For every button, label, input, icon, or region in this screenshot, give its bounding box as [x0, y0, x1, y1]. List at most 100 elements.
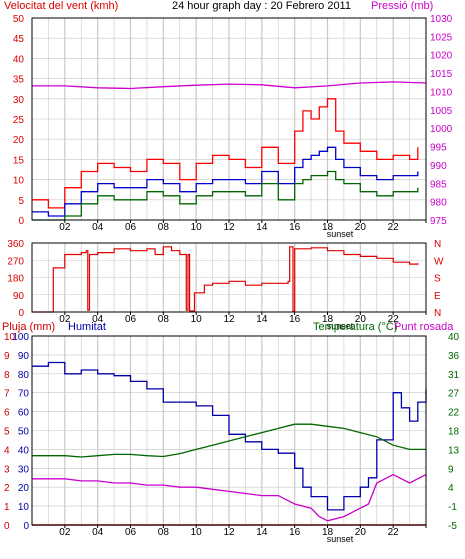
x-tick-label: 12 [223, 314, 235, 325]
sunset-label: sunset [327, 229, 354, 239]
pressure-y-tick: 1015 [430, 69, 453, 80]
x-tick-label: 14 [256, 222, 268, 233]
wind-y-tick: 30 [13, 95, 25, 106]
x-tick-label: 02 [59, 222, 71, 233]
humidity-y-tick: 20 [18, 483, 30, 494]
series-gust [32, 98, 419, 209]
title-rain: Pluja (mm) [2, 321, 56, 333]
x-tick-label: 18 [322, 314, 334, 325]
sunset-label: sunset [327, 321, 354, 331]
pressure-y-tick: 1000 [430, 124, 453, 135]
wind-y-tick: 40 [13, 54, 25, 65]
rain-y-tick: 7 [4, 389, 10, 400]
temp-y-tick: 31 [448, 370, 460, 381]
rain-y-tick: 5 [4, 427, 10, 438]
wind-y-tick: 15 [13, 155, 25, 166]
wind-y-tick: 5 [18, 196, 24, 207]
x-tick-label: 04 [92, 222, 104, 233]
x-tick-label: 08 [158, 527, 170, 538]
sunset-label: sunset [327, 534, 354, 544]
series-temp [32, 423, 426, 458]
pressure-y-tick: 1005 [430, 106, 453, 117]
temp-y-tick: 40 [448, 332, 460, 343]
x-tick-label: 18 [322, 222, 334, 233]
wind-y-tick: 25 [13, 115, 25, 126]
temp-y-tick: -5 [448, 521, 457, 532]
direction-y-tick: 360 [7, 239, 24, 250]
x-tick-label: 16 [289, 527, 301, 538]
compass-label: N [434, 308, 441, 319]
wind-y-tick: 10 [13, 176, 25, 187]
title-temperature: Temperatura (°C) [313, 321, 398, 333]
compass-label: W [434, 256, 444, 267]
humidity-y-tick: 90 [18, 351, 30, 362]
rain-y-tick: 9 [4, 351, 10, 362]
direction-y-tick: 90 [13, 291, 25, 302]
wind-y-tick: 20 [13, 135, 25, 146]
compass-label: S [434, 274, 441, 285]
humidity-y-tick: 80 [18, 370, 30, 381]
humidity-y-tick: 40 [18, 445, 30, 456]
rain-y-tick: 4 [4, 445, 10, 456]
pressure-y-tick: 985 [430, 179, 447, 190]
pressure-y-tick: 1030 [430, 14, 453, 25]
x-tick-label: 22 [388, 314, 400, 325]
rain-y-tick: 3 [4, 464, 10, 475]
x-tick-label: 04 [92, 527, 104, 538]
rain-y-tick: 2 [4, 483, 10, 494]
title-pressure: Pressió (mb) [371, 0, 434, 12]
direction-y-tick: 0 [18, 308, 24, 319]
rain-y-tick: 1 [4, 502, 10, 513]
rain-y-tick: 0 [4, 521, 10, 532]
x-tick-label: 10 [191, 314, 203, 325]
series-min [32, 170, 419, 221]
direction-y-tick: 180 [7, 274, 24, 285]
x-tick-label: 06 [125, 222, 137, 233]
x-tick-label: 20 [355, 222, 367, 233]
wind-y-tick: 35 [13, 75, 25, 86]
x-tick-label: 14 [256, 314, 268, 325]
temp-y-tick: 27 [448, 389, 460, 400]
x-tick-label: 06 [125, 527, 137, 538]
x-tick-label: 20 [355, 527, 367, 538]
rain-y-tick: 8 [4, 370, 10, 381]
x-tick-label: 08 [158, 222, 170, 233]
humidity-y-tick: 10 [18, 502, 30, 513]
humidity-y-tick: 60 [18, 408, 30, 419]
x-tick-label: 16 [289, 314, 301, 325]
series-humidity [32, 361, 427, 511]
series-avg [32, 146, 419, 217]
compass-label: N [434, 239, 441, 250]
x-tick-label: 18 [322, 527, 334, 538]
wind-y-tick: 50 [13, 14, 25, 25]
humidity-y-tick: 50 [18, 427, 30, 438]
x-tick-label: 14 [256, 527, 268, 538]
humidity-y-tick: 0 [23, 521, 29, 532]
pressure-y-tick: 995 [430, 143, 447, 154]
chart-title: 24 hour graph day : 20 Febrero 2011 [172, 0, 351, 12]
wind-y-tick: 0 [18, 216, 24, 227]
series-dew [32, 473, 427, 522]
temp-y-tick: 13 [448, 445, 460, 456]
humidity-y-tick: 100 [12, 332, 29, 343]
title-wind: Velocitat del vent (kmh) [4, 0, 119, 12]
pressure-y-tick: 1010 [430, 87, 453, 98]
pressure-y-tick: 1020 [430, 51, 453, 62]
temp-y-tick: 36 [448, 351, 460, 362]
x-tick-label: 06 [125, 314, 137, 325]
x-tick-label: 12 [223, 527, 235, 538]
humidity-y-tick: 70 [18, 389, 30, 400]
pressure-y-tick: 975 [430, 216, 447, 227]
series-direction [32, 246, 419, 313]
x-tick-label: 02 [59, 527, 71, 538]
x-tick-label: 16 [289, 222, 301, 233]
x-tick-label: 10 [191, 527, 203, 538]
x-tick-label: 02 [59, 314, 71, 325]
title-humidity: Humitat [68, 321, 106, 333]
x-tick-label: 04 [92, 314, 104, 325]
rain-y-tick: 10 [4, 332, 16, 343]
direction-y-tick: 270 [7, 256, 24, 267]
x-tick-label: 08 [158, 314, 170, 325]
temp-y-tick: 9 [448, 464, 454, 475]
